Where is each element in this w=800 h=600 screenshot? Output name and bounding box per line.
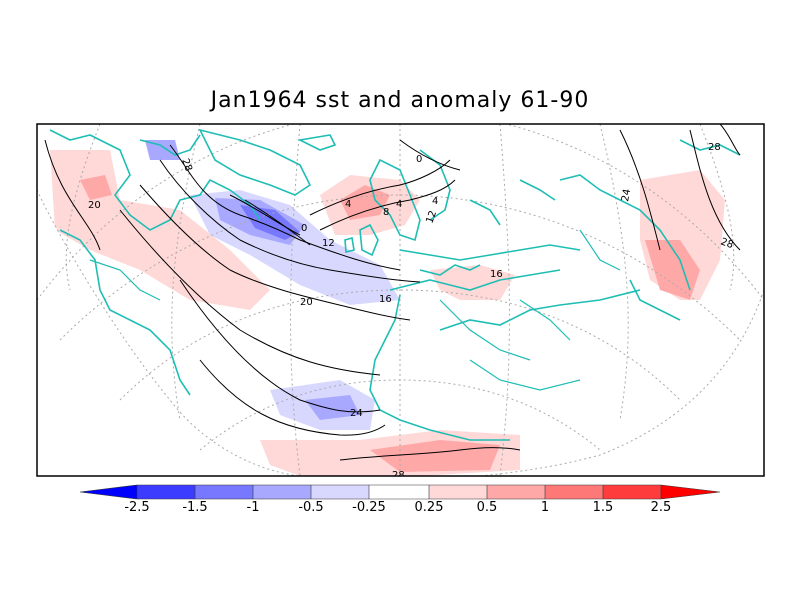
colorbar-label: -2.5 [124, 500, 150, 515]
colorbar-label: -0.25 [352, 500, 386, 515]
colorbar-box [369, 485, 429, 499]
contour-label: 28 [708, 142, 721, 153]
colorbar-box [603, 485, 661, 499]
colorbar-arrow-right [661, 485, 720, 499]
anomaly-positive-east-core [645, 240, 700, 300]
contour-label: 24 [620, 188, 633, 202]
map-frame [36, 123, 765, 477]
contour-label: 8 [383, 207, 389, 218]
coastlines [49, 128, 741, 441]
anomaly-negative-southwest-core [305, 395, 360, 420]
anomaly-positive-strong-1 [80, 175, 112, 200]
colorbar-arrow-left [80, 485, 137, 499]
contour-label: 0 [301, 223, 307, 234]
colorbar-label: 0.5 [476, 500, 498, 515]
contour-label: 4 [396, 199, 402, 210]
anomaly-positive-south-core [370, 440, 500, 472]
colorbar-label: 1.5 [592, 500, 614, 515]
map-boundary-east [479, 289, 764, 476]
map-title: Jan1964 sst and anomaly 61-90 [210, 88, 590, 113]
contour-label: 28 [392, 470, 405, 481]
colorbar-box [487, 485, 545, 499]
colorbar [79, 484, 721, 500]
colorbar-box [253, 485, 311, 499]
anomaly-positive-norway-core [340, 185, 390, 220]
anomaly-positive-mediterranean [430, 265, 515, 300]
contour-labels: 28 20 28 24 28 0 4 8 4 12 0 4 12 16 16 2… [88, 142, 735, 481]
anomaly-negative-north [145, 140, 180, 160]
colorbar-label: -1.5 [182, 500, 208, 515]
colorbar-label: -1 [246, 500, 260, 515]
contour-label: 4 [345, 199, 351, 210]
colorbar-box [311, 485, 369, 499]
colorbar-box [195, 485, 253, 499]
colorbar-label: 1 [540, 500, 550, 515]
colorbar-label: 0.25 [414, 500, 444, 515]
colorbar-box [429, 485, 487, 499]
contour-label: 20 [88, 200, 101, 211]
contour-label: 12 [322, 238, 335, 249]
colorbar-label: -0.5 [298, 500, 324, 515]
contour-label: 12 [424, 209, 439, 225]
colorbar-box [137, 485, 195, 499]
contour-label: 4 [432, 196, 438, 207]
colorbar-label: 2.5 [650, 500, 672, 515]
contour-label: 0 [416, 154, 422, 165]
contour-label: 20 [300, 297, 313, 308]
contour-label: 16 [490, 269, 503, 280]
contour-label: 16 [379, 294, 392, 305]
map-boundary [37, 189, 301, 476]
contour-label: 28 [719, 236, 735, 251]
colorbar-box [545, 485, 603, 499]
contour-label: 28 [179, 157, 194, 173]
contour-label: 24 [350, 408, 363, 419]
anomaly-shading [50, 140, 725, 476]
sst-contours [44, 124, 741, 461]
